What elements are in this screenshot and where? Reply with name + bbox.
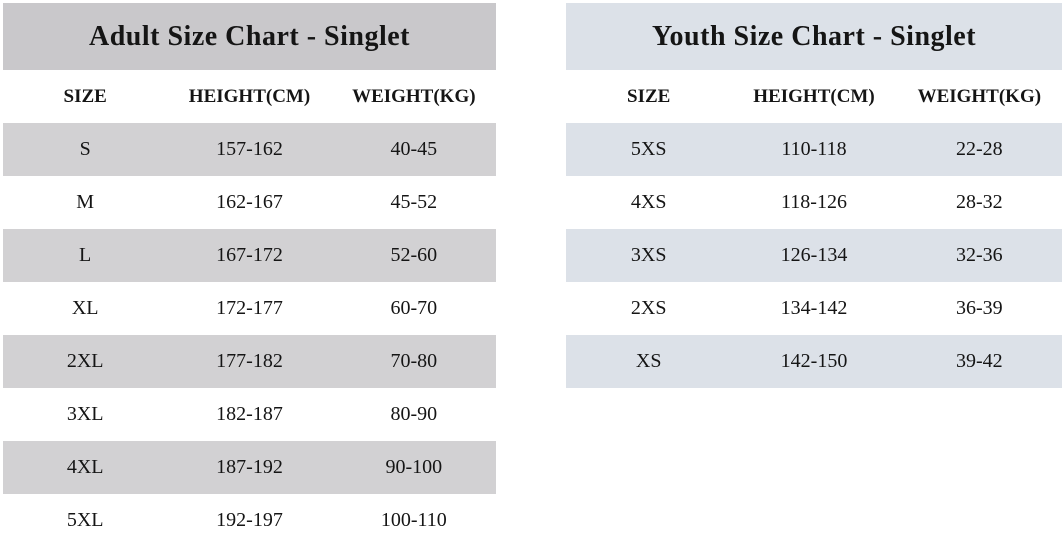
adult-table-header: SIZE HEIGHT(CM) WEIGHT(KG) bbox=[3, 70, 496, 123]
table-row: XS 142-150 39-42 bbox=[566, 335, 1062, 388]
table-row: 5XL 192-197 100-110 bbox=[3, 494, 496, 547]
youth-table-title: Youth Size Chart - Singlet bbox=[566, 3, 1062, 70]
column-header-height: HEIGHT(CM) bbox=[188, 85, 311, 107]
table-row: 5XS 110-118 22-28 bbox=[566, 123, 1062, 176]
table-row: S 157-162 40-45 bbox=[3, 123, 496, 176]
weight-cell: 45-52 bbox=[390, 191, 438, 213]
size-cell: L bbox=[79, 244, 92, 266]
table-row: 2XL 177-182 70-80 bbox=[3, 335, 496, 388]
weight-cell: 28-32 bbox=[955, 191, 1003, 213]
height-cell: 126-134 bbox=[780, 244, 848, 266]
table-row: M 162-167 45-52 bbox=[3, 176, 496, 229]
adult-table-title: Adult Size Chart - Singlet bbox=[3, 3, 496, 70]
height-cell: 134-142 bbox=[780, 297, 848, 319]
table-row: L 167-172 52-60 bbox=[3, 229, 496, 282]
size-cell: XS bbox=[635, 350, 662, 372]
size-cell: 5XL bbox=[66, 509, 104, 531]
height-cell: 167-172 bbox=[216, 244, 283, 266]
size-cell: M bbox=[76, 191, 95, 213]
height-cell: 157-162 bbox=[216, 138, 283, 160]
size-cell: 2XL bbox=[66, 350, 104, 372]
column-header-size: SIZE bbox=[627, 85, 671, 107]
height-cell: 142-150 bbox=[780, 350, 848, 372]
height-cell: 187-192 bbox=[216, 456, 283, 478]
table-row: 2XS 134-142 36-39 bbox=[566, 282, 1062, 335]
weight-cell: 39-42 bbox=[955, 350, 1003, 372]
column-header-height: HEIGHT(CM) bbox=[753, 85, 875, 107]
size-cell: XL bbox=[71, 297, 99, 319]
height-cell: 162-167 bbox=[216, 191, 283, 213]
weight-cell: 60-70 bbox=[390, 297, 438, 319]
size-cell: 2XS bbox=[630, 297, 667, 319]
size-cell: 3XS bbox=[630, 244, 667, 266]
adult-size-table: Adult Size Chart - Singlet SIZE HEIGHT(C… bbox=[3, 3, 496, 547]
column-header-size: SIZE bbox=[63, 85, 107, 107]
table-row: 4XL 187-192 90-100 bbox=[3, 441, 496, 494]
size-cell: 5XS bbox=[630, 138, 667, 160]
table-row: 3XL 182-187 80-90 bbox=[3, 388, 496, 441]
weight-cell: 80-90 bbox=[390, 403, 438, 425]
size-cell: 3XL bbox=[66, 403, 104, 425]
size-cell: S bbox=[79, 138, 91, 160]
weight-cell: 32-36 bbox=[955, 244, 1003, 266]
table-row: XL 172-177 60-70 bbox=[3, 282, 496, 335]
column-header-weight: WEIGHT(KG) bbox=[352, 85, 476, 107]
height-cell: 172-177 bbox=[216, 297, 283, 319]
table-row: 3XS 126-134 32-36 bbox=[566, 229, 1062, 282]
weight-cell: 52-60 bbox=[390, 244, 438, 266]
weight-cell: 100-110 bbox=[380, 509, 447, 531]
height-cell: 177-182 bbox=[216, 350, 283, 372]
height-cell: 192-197 bbox=[216, 509, 283, 531]
column-header-weight: WEIGHT(KG) bbox=[917, 85, 1042, 107]
size-cell: 4XL bbox=[66, 456, 104, 478]
weight-cell: 36-39 bbox=[955, 297, 1003, 319]
weight-cell: 40-45 bbox=[390, 138, 438, 160]
height-cell: 182-187 bbox=[216, 403, 283, 425]
weight-cell: 90-100 bbox=[385, 456, 443, 478]
height-cell: 110-118 bbox=[781, 138, 847, 160]
table-row: 4XS 118-126 28-32 bbox=[566, 176, 1062, 229]
youth-size-table: Youth Size Chart - Singlet SIZE HEIGHT(C… bbox=[566, 3, 1062, 388]
youth-table-header: SIZE HEIGHT(CM) WEIGHT(KG) bbox=[566, 70, 1062, 123]
weight-cell: 70-80 bbox=[390, 350, 438, 372]
weight-cell: 22-28 bbox=[955, 138, 1003, 160]
height-cell: 118-126 bbox=[781, 191, 847, 213]
size-cell: 4XS bbox=[630, 191, 667, 213]
